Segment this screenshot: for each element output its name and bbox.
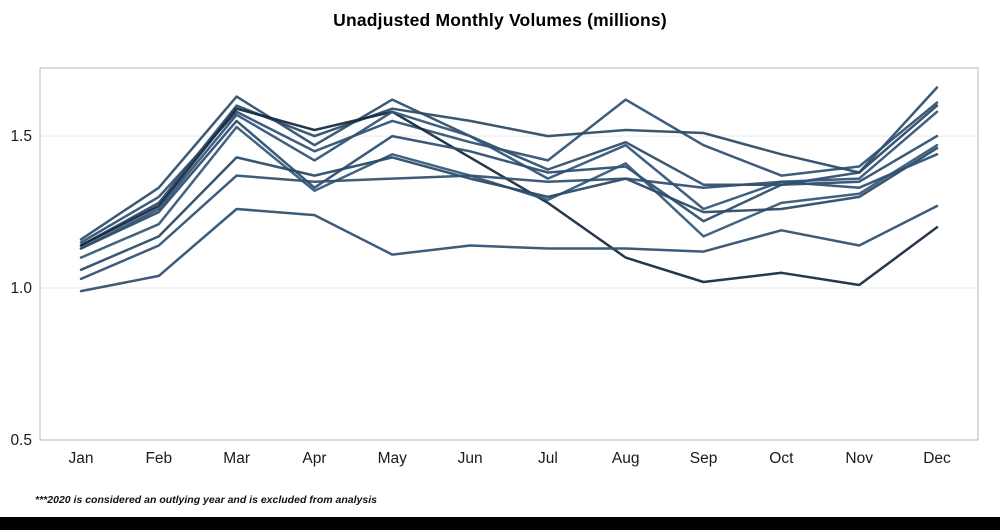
x-tick-label: Oct [769,450,794,467]
x-tick-label: Dec [923,450,951,467]
y-tick-label: 1.0 [10,280,32,297]
series-line-series-3 [79,104,939,247]
y-tick-label: 1.5 [10,128,32,145]
series-line-series-9 [79,153,939,281]
x-tick-label: Feb [145,450,172,467]
series-line-series-6 [79,119,939,250]
series-line-series-2 [79,98,939,244]
series-line-series-10 [79,204,939,293]
x-tick-label: Nov [845,450,873,467]
x-tick-label: Sep [690,450,718,467]
x-tick-label: Jan [69,450,94,467]
x-tick-label: Mar [223,450,250,467]
chart-footnote: ***2020 is considered an outlying year a… [35,494,377,506]
x-tick-label: Jun [458,450,483,467]
chart-title: Unadjusted Monthly Volumes (millions) [333,10,667,30]
series-line-series-1 [79,86,939,241]
series-line-series-8 [79,146,939,272]
x-tick-label: Apr [302,450,326,467]
plot-border [39,67,979,441]
series-line-series-5 [79,110,939,250]
y-tick-label: 0.5 [10,432,32,449]
series-line-series-4 [79,107,939,287]
x-tick-label: May [378,450,408,467]
x-tick-label: Aug [612,450,640,467]
bottom-black-bar [0,517,1000,530]
x-tick-label: Jul [538,450,558,467]
